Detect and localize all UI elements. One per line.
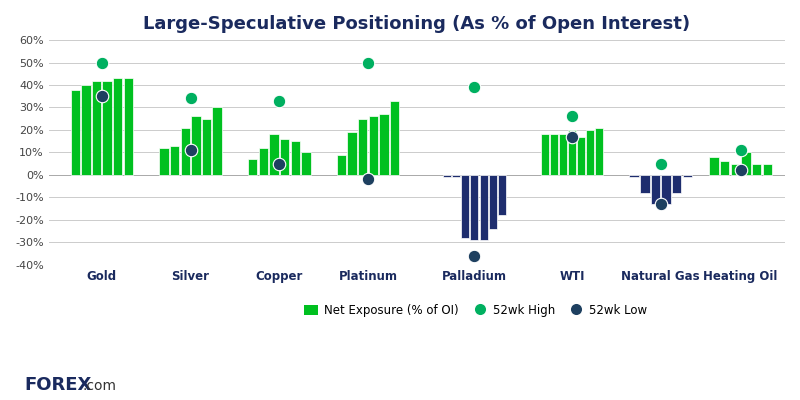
Bar xyxy=(369,116,378,175)
Bar xyxy=(730,164,740,175)
Bar xyxy=(70,90,80,175)
Bar xyxy=(710,157,718,175)
Bar xyxy=(752,164,762,175)
Bar xyxy=(113,78,122,175)
Bar xyxy=(559,134,567,175)
Bar xyxy=(270,134,278,175)
Bar xyxy=(462,175,470,238)
Bar xyxy=(258,148,268,175)
Bar xyxy=(81,85,90,175)
Bar xyxy=(541,134,549,175)
Bar xyxy=(337,155,346,175)
Text: .com: .com xyxy=(82,379,117,393)
Bar xyxy=(489,175,497,229)
Bar xyxy=(92,80,102,175)
Bar xyxy=(630,175,639,177)
Text: FOREX: FOREX xyxy=(24,376,91,394)
Bar xyxy=(550,134,558,175)
Bar xyxy=(290,141,300,175)
Bar xyxy=(742,152,750,175)
Bar xyxy=(672,175,682,193)
Bar xyxy=(720,161,730,175)
Bar xyxy=(159,148,169,175)
Bar xyxy=(248,159,258,175)
Bar xyxy=(762,164,772,175)
Bar xyxy=(568,130,576,175)
Bar xyxy=(379,114,389,175)
Bar xyxy=(202,119,211,175)
Bar xyxy=(470,175,478,240)
Bar xyxy=(170,146,179,175)
Bar xyxy=(181,128,190,175)
Bar xyxy=(682,175,692,177)
Bar xyxy=(479,175,488,240)
Bar xyxy=(191,116,201,175)
Bar xyxy=(452,175,460,177)
Legend: Net Exposure (% of OI), 52wk High, 52wk Low: Net Exposure (% of OI), 52wk High, 52wk … xyxy=(299,299,652,322)
Bar xyxy=(640,175,650,193)
Bar xyxy=(443,175,451,177)
Bar xyxy=(280,139,290,175)
Bar xyxy=(347,132,357,175)
Bar xyxy=(390,101,399,175)
Bar xyxy=(213,108,222,175)
Bar xyxy=(662,175,670,204)
Bar xyxy=(302,152,310,175)
Bar xyxy=(498,175,506,215)
Bar xyxy=(102,80,112,175)
Bar xyxy=(595,128,603,175)
Bar xyxy=(650,175,660,204)
Bar xyxy=(586,130,594,175)
Title: Large-Speculative Positioning (As % of Open Interest): Large-Speculative Positioning (As % of O… xyxy=(143,15,690,33)
Bar xyxy=(124,78,133,175)
Bar xyxy=(577,137,586,175)
Bar xyxy=(358,119,367,175)
